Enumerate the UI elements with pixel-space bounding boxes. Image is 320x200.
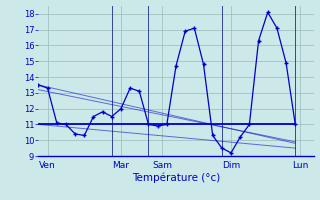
X-axis label: Température (°c): Température (°c) xyxy=(132,173,220,183)
